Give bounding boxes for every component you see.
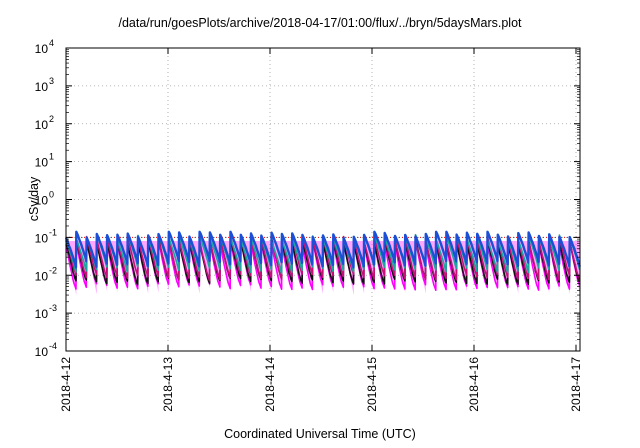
series-line [64,230,581,269]
x-tick-label: 2018-4-12 [59,357,73,412]
x-tick-label: 2018-4-13 [161,357,175,412]
y-tick-label: 10 [35,231,49,245]
y-tick-exponent: -1 [49,227,57,237]
y-tick-exponent: 1 [49,152,54,162]
grid-layer [66,48,580,351]
y-axis-title: cSv/day [27,176,41,221]
x-tick-label: 2018-4-15 [365,357,379,412]
x-tick-layer: 2018-4-12 2018-4-13 2018-4-14 2018-4-15 2018… [59,48,583,412]
y-tick-exponent: -2 [49,265,57,275]
y-tick-exponent: 3 [49,76,54,86]
y-tick-exponent: 0 [49,190,54,200]
y-tick-exponent: 2 [49,114,54,124]
y-tick-exponent: -4 [49,341,57,351]
y-tick-exponent: -3 [49,303,57,313]
y-tick-label: 10 [35,269,49,283]
x-tick-label: 2018-4-17 [569,357,583,412]
y-tick-label: 10 [35,194,49,208]
chart-title: /data/run/goesPlots/archive/2018-04-17/0… [118,16,522,30]
y-tick-label: 10 [35,80,49,94]
y-tick-exponent: 4 [49,38,54,48]
x-tick-label: 2018-4-14 [263,357,277,412]
y-tick-label: 10 [35,307,49,321]
x-tick-label: 2018-4-16 [467,357,481,412]
x-axis-title: Coordinated Universal Time (UTC) [224,427,416,441]
y-tick-label: 10 [35,118,49,132]
y-tick-label: 10 [35,156,49,170]
y-tick-label: 10 [35,345,49,359]
y-tick-label: 10 [35,42,49,56]
series-layer [64,230,581,296]
